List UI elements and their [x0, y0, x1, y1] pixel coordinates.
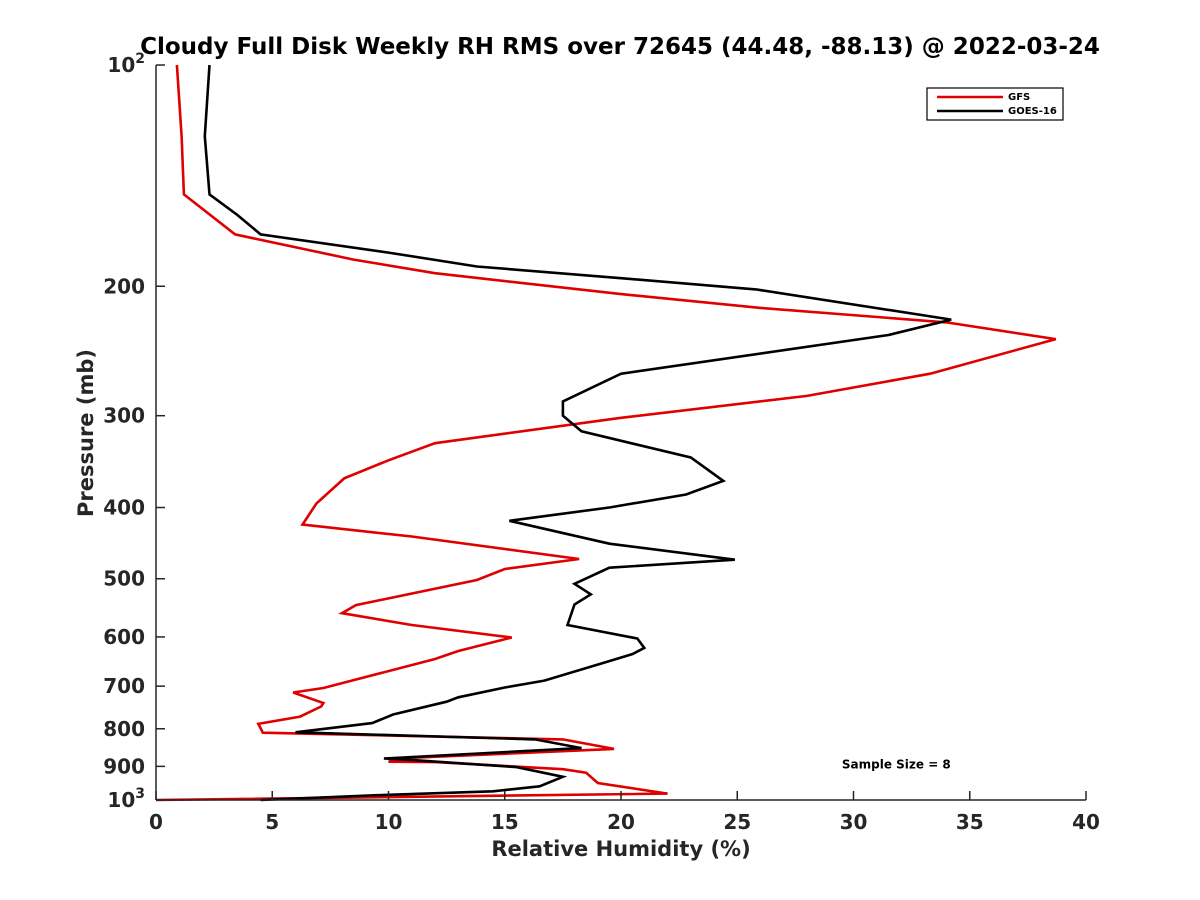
- x-tick-label: 10: [375, 810, 403, 834]
- legend: GFS GOES-16: [926, 87, 1064, 121]
- x-axis-label: Relative Humidity (%): [491, 837, 750, 861]
- legend-label-gfs: GFS: [1008, 92, 1030, 103]
- y-tick-label: 300: [103, 404, 145, 428]
- y-tick-label: 500: [103, 567, 145, 591]
- x-tick-label: 0: [149, 810, 163, 834]
- y-tick-label: 102: [107, 51, 145, 77]
- y-tick-label: 700: [103, 674, 145, 698]
- x-axis-ticks: 0 5 10 15 20 25 30 35 40: [149, 791, 1100, 834]
- x-tick-label: 30: [840, 810, 868, 834]
- y-tick-label: 103: [107, 786, 145, 812]
- chart-title: Cloudy Full Disk Weekly RH RMS over 7264…: [140, 34, 1100, 60]
- y-tick-label: 400: [103, 496, 145, 520]
- legend-label-goes16: GOES-16: [1008, 106, 1057, 117]
- x-tick-label: 5: [265, 810, 279, 834]
- y-axis-label: Pressure (mb): [74, 349, 98, 517]
- y-tick-label: 900: [103, 754, 145, 778]
- y-tick-label: 800: [103, 717, 145, 741]
- series-line-goes16: [203, 64, 952, 802]
- sample-size-annotation: Sample Size = 8: [842, 757, 951, 771]
- y-tick-label: 200: [103, 274, 145, 298]
- x-tick-label: 20: [607, 810, 635, 834]
- x-tick-label: 15: [491, 810, 519, 834]
- legend-box: [926, 87, 1064, 121]
- y-tick-label: 600: [103, 625, 145, 649]
- y-axis-ticks: 102 200 300 400 500 600 700 800 900 103: [103, 51, 165, 812]
- series-layer: [155, 64, 1057, 802]
- x-tick-label: 35: [956, 810, 984, 834]
- x-tick-label: 25: [723, 810, 751, 834]
- series-line-gfs: [155, 64, 1057, 802]
- x-tick-label: 40: [1072, 810, 1100, 834]
